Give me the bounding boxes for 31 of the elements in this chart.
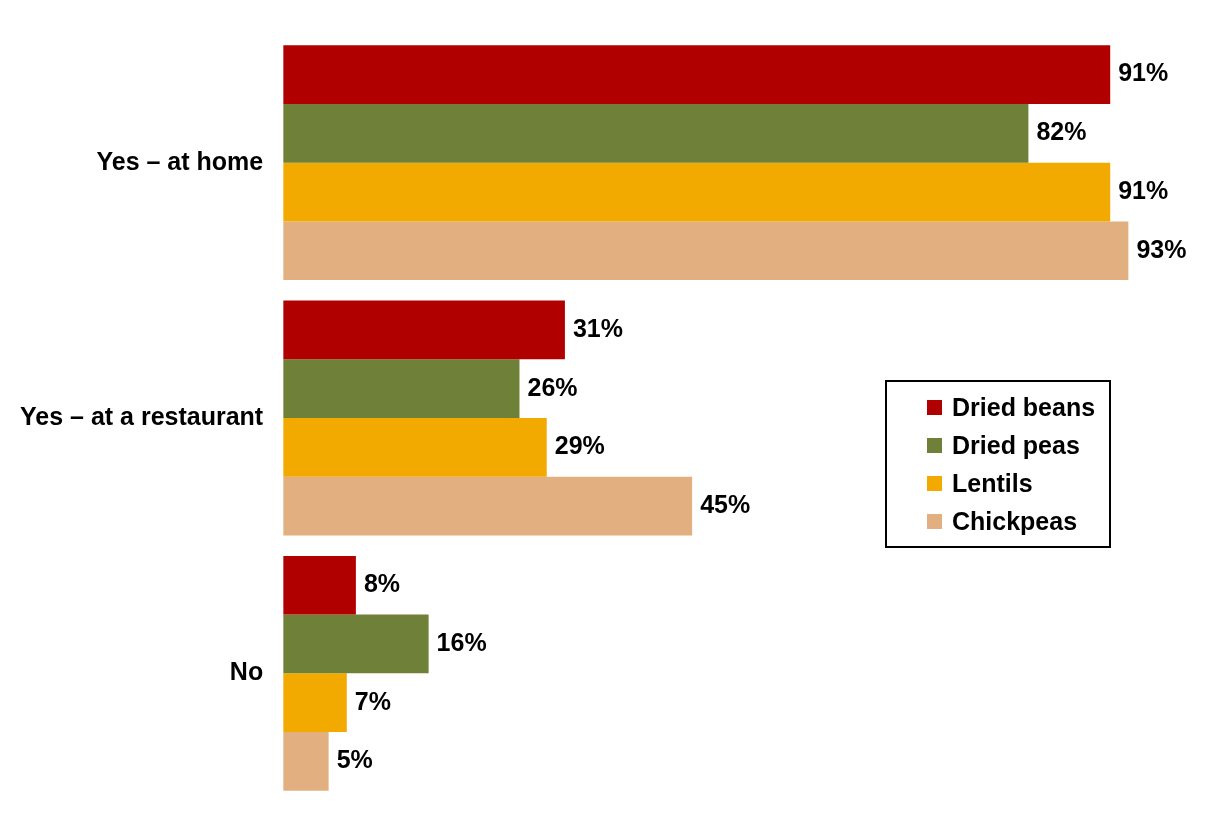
data-label: 82%: [1036, 117, 1087, 146]
data-label: 29%: [554, 431, 605, 460]
bar: [283, 476, 693, 536]
bar: [283, 614, 429, 674]
data-label: 93%: [1136, 234, 1187, 263]
data-label: 91%: [1118, 175, 1169, 204]
bar: [283, 162, 1111, 222]
data-label: 8%: [363, 569, 401, 598]
bar: [283, 45, 1111, 104]
legend-label: Lentils: [952, 468, 1033, 498]
legend-label: Dried peas: [952, 430, 1080, 460]
y-tick-label: Yes – at a restaurant: [19, 401, 264, 430]
bar: [283, 359, 520, 418]
bar: [283, 221, 1129, 281]
bar: [283, 103, 1029, 163]
bar: [283, 555, 356, 615]
data-label: 5%: [336, 745, 373, 774]
y-tick-label: Yes – at home: [96, 146, 264, 175]
data-label: 91%: [1118, 58, 1169, 87]
data-label: 31%: [572, 313, 623, 342]
bar: [283, 732, 329, 791]
bar: [283, 418, 547, 477]
legend-label: Dried beans: [952, 392, 1096, 422]
bar: [283, 673, 347, 733]
data-label: 26%: [527, 372, 578, 401]
data-label: 45%: [700, 489, 751, 518]
data-label: 7%: [354, 686, 391, 715]
y-tick-label: No: [229, 657, 264, 686]
bar: [283, 300, 565, 360]
legend-label: Chickpeas: [952, 506, 1078, 536]
data-label: 16%: [436, 627, 487, 656]
